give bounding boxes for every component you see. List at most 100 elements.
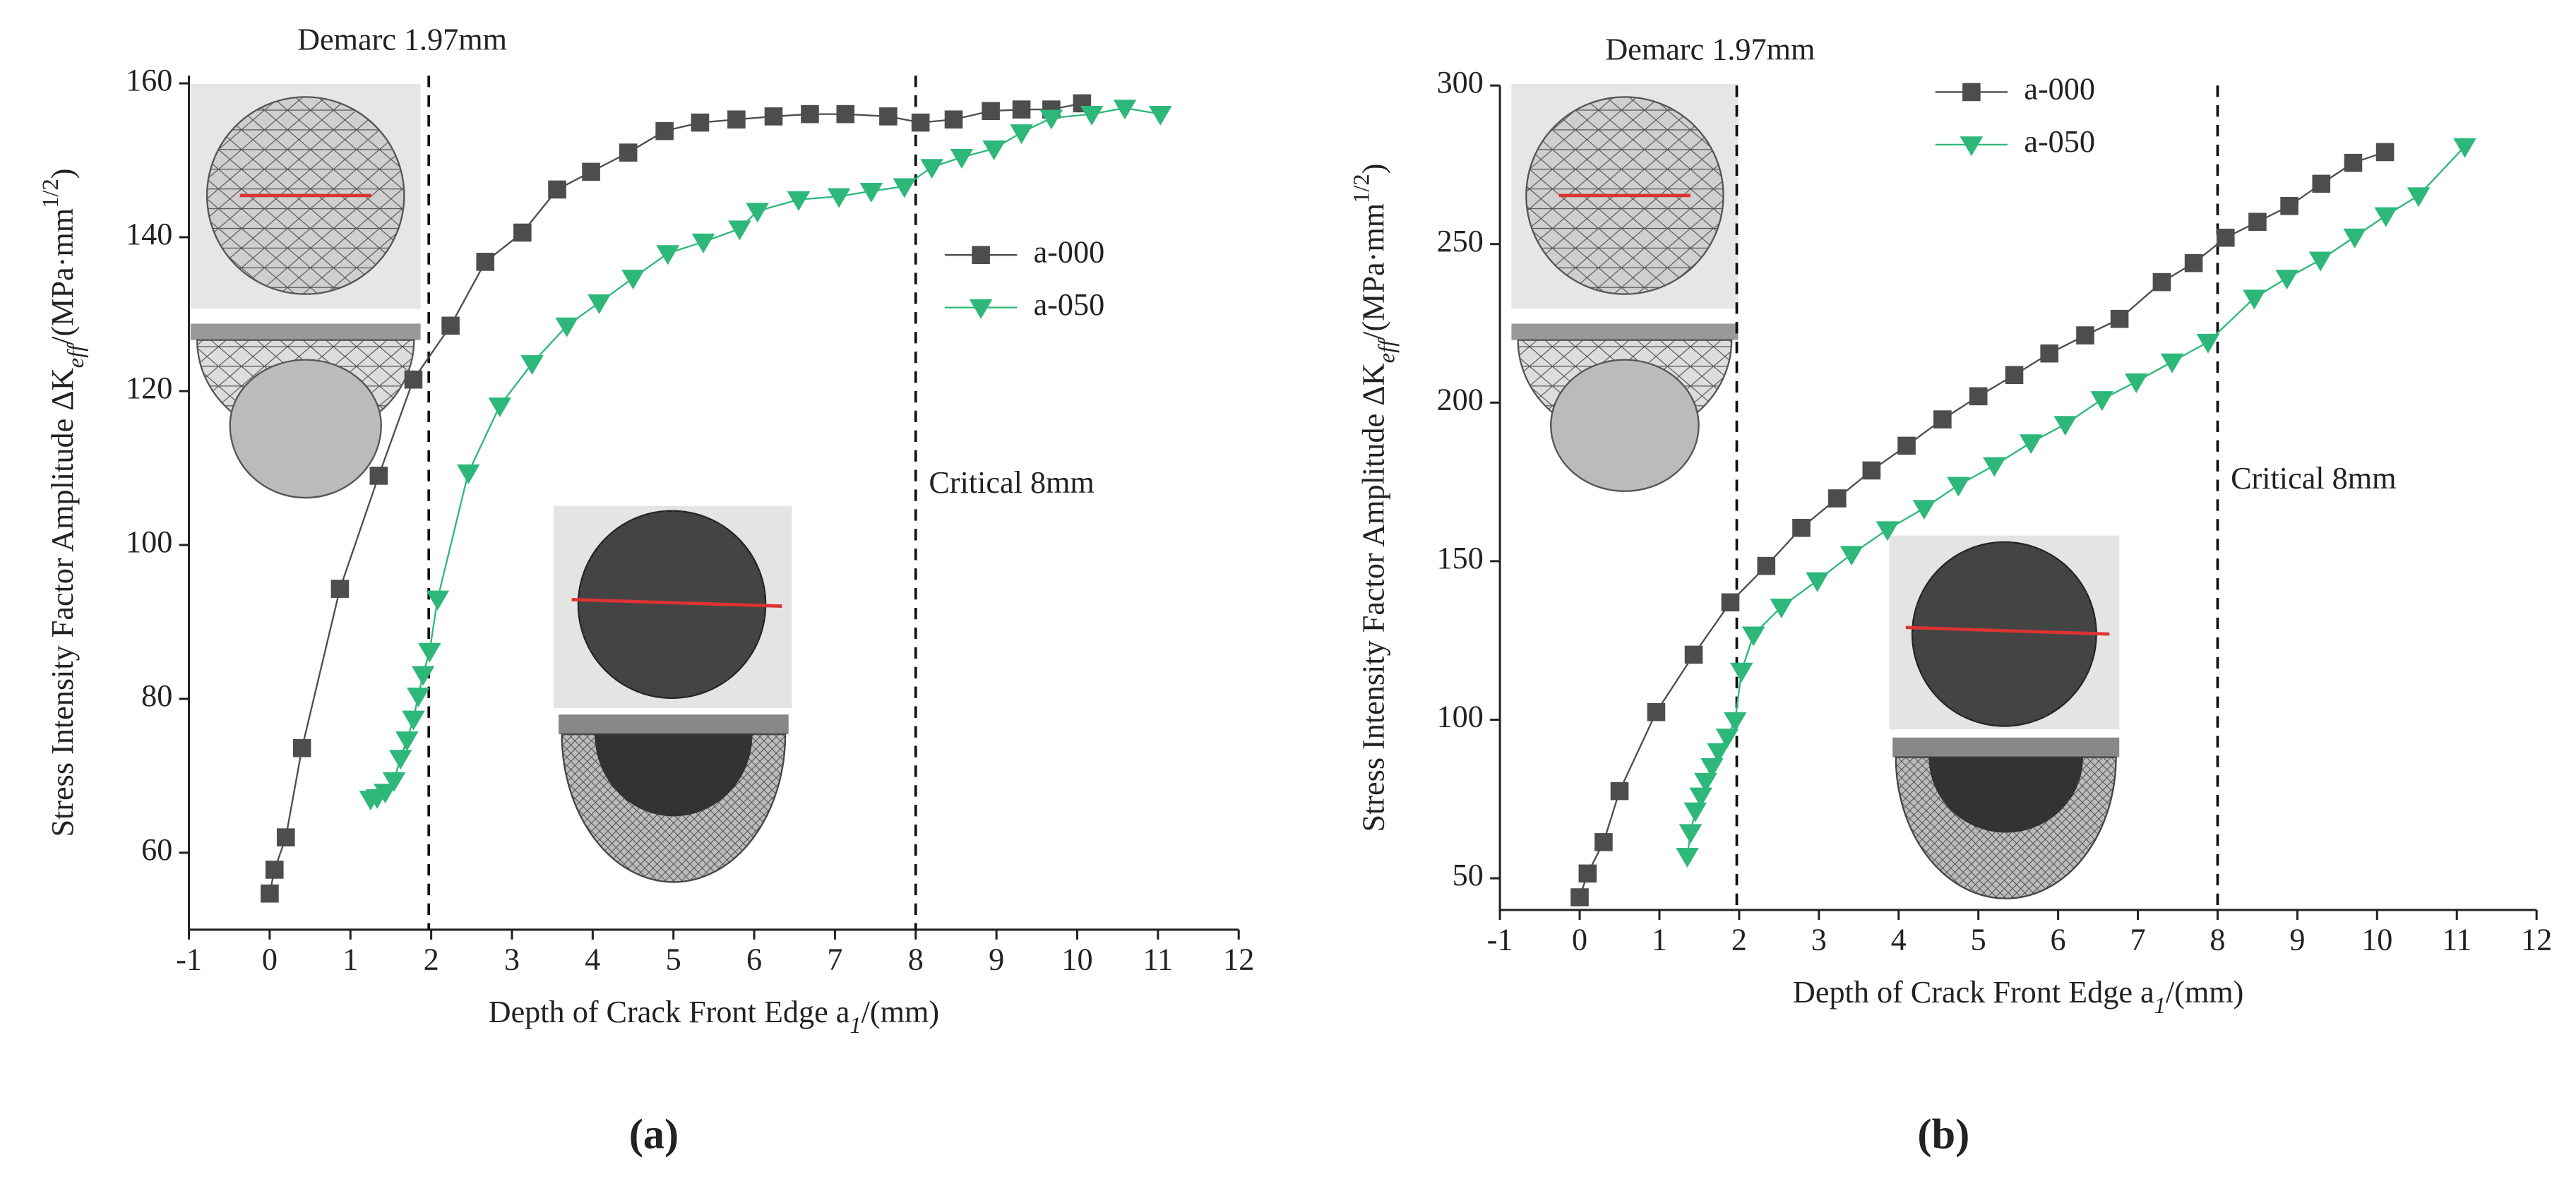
- x-tick-label: 1: [1652, 923, 1667, 957]
- marker: [1694, 773, 1717, 793]
- marker: [619, 143, 638, 162]
- y-tick-label: 60: [141, 832, 172, 867]
- legend-label: a-000: [1034, 234, 1105, 269]
- marker: [911, 113, 930, 132]
- marker: [418, 642, 441, 663]
- x-tick-label: 10: [1061, 942, 1092, 977]
- x-tick-label: 5: [666, 942, 681, 977]
- marker: [2343, 228, 2366, 248]
- x-tick-label: 0: [262, 942, 278, 977]
- label-part: Stress Intensity Factor Amplitude ΔK: [1356, 363, 1391, 832]
- marker: [292, 738, 311, 757]
- label-part: /(mm): [861, 995, 939, 1029]
- x-tick-label: 11: [2442, 923, 2472, 957]
- label-part: ): [45, 169, 80, 179]
- caption: (b): [1917, 1110, 1969, 1158]
- marker: [388, 750, 412, 770]
- x-tick-label: 12: [1223, 942, 1254, 977]
- label-part: eff: [64, 342, 90, 368]
- marker: [407, 687, 430, 707]
- annotation: Critical 8mm: [2231, 461, 2396, 496]
- label-part: eff: [1375, 337, 1400, 363]
- marker: [488, 397, 512, 417]
- marker: [2040, 344, 2058, 363]
- marker: [2090, 391, 2114, 412]
- marker: [1678, 824, 1703, 844]
- marker: [1947, 477, 1970, 497]
- marker: [2124, 373, 2148, 393]
- marker: [1647, 702, 1666, 721]
- x-tick-label: 0: [1572, 923, 1587, 957]
- marker: [1876, 521, 1900, 541]
- marker: [1721, 593, 1740, 612]
- marker: [520, 355, 544, 376]
- marker: [2407, 187, 2431, 208]
- marker: [2216, 228, 2235, 247]
- marker: [764, 107, 783, 126]
- marker: [276, 828, 295, 846]
- annotation: Demarc 1.97mm: [1605, 32, 1815, 67]
- marker: [982, 140, 1006, 160]
- y-tick-label: 160: [126, 63, 172, 97]
- y-tick-label: 100: [126, 525, 172, 559]
- marker: [1707, 743, 1730, 763]
- marker: [1792, 518, 1811, 537]
- marker: [1933, 410, 1952, 429]
- marker: [1610, 781, 1629, 801]
- label-part: /(MPa·mm: [1356, 203, 1391, 340]
- marker: [691, 233, 715, 253]
- label-part: 1: [849, 1013, 861, 1038]
- marker: [2280, 197, 2298, 215]
- marker: [2160, 353, 2184, 373]
- label-part: 1/2: [1349, 174, 1375, 203]
- marker: [1148, 106, 1172, 126]
- marker: [728, 220, 751, 241]
- marker: [691, 113, 710, 132]
- marker: [1839, 546, 1864, 566]
- marker: [879, 107, 898, 126]
- marker: [2453, 138, 2476, 158]
- label-part: Depth of Crack Front Edge a: [1793, 975, 2154, 1010]
- legend-marker: [969, 299, 993, 319]
- legend-label: a-050: [1034, 287, 1105, 322]
- marker: [456, 464, 480, 484]
- marker: [2053, 416, 2077, 436]
- y-tick-label: 50: [1453, 858, 1484, 892]
- marker: [1683, 802, 1707, 822]
- marker: [2152, 272, 2171, 292]
- legend-label: a-050: [2024, 124, 2095, 159]
- annotation: Critical 8mm: [929, 465, 1094, 500]
- y-tick-label: 80: [141, 678, 172, 713]
- y-tick-label: 120: [126, 371, 172, 405]
- marker: [395, 731, 419, 752]
- marker: [1113, 100, 1137, 120]
- marker: [261, 884, 279, 903]
- marker: [1730, 662, 1753, 683]
- caption: (a): [629, 1110, 679, 1158]
- marker: [1770, 598, 1794, 618]
- marker: [1982, 457, 2006, 477]
- x-tick-label: 10: [2361, 923, 2392, 957]
- marker: [1897, 436, 1916, 455]
- marker: [2344, 153, 2363, 172]
- label-part: Stress Intensity Factor Amplitude ΔK: [45, 368, 80, 837]
- x-tick-label: 8: [2210, 923, 2225, 957]
- marker: [1689, 787, 1712, 808]
- marker: [982, 102, 1000, 121]
- marker: [2374, 207, 2398, 227]
- marker: [582, 162, 600, 181]
- marker: [2312, 174, 2331, 193]
- marker: [1715, 729, 1739, 749]
- marker: [727, 110, 746, 129]
- x-tick-label: 2: [1731, 923, 1747, 957]
- marker: [621, 270, 645, 290]
- legend-label: a-000: [2024, 72, 2095, 107]
- marker: [827, 188, 851, 208]
- x-tick-label: 2: [424, 942, 439, 977]
- y-tick-label: 150: [1437, 541, 1484, 575]
- legend-marker: [1960, 136, 1984, 157]
- marker: [2275, 270, 2298, 290]
- marker: [1723, 712, 1747, 732]
- marker: [2110, 309, 2129, 328]
